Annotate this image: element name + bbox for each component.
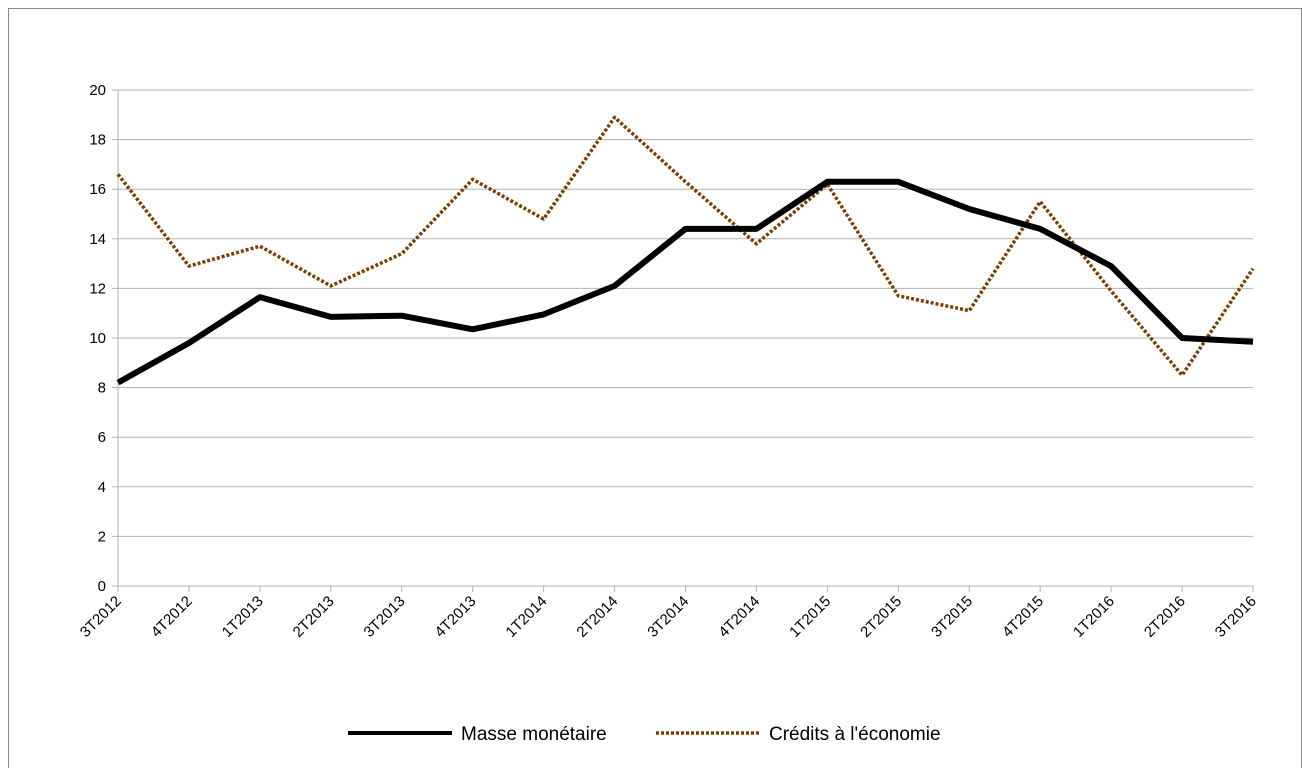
x-tick-label: 3T2016: [1212, 593, 1260, 641]
y-tick-label: 0: [98, 578, 106, 595]
legend-label-0: Masse monétaire: [461, 724, 607, 745]
x-tick-label: 2T2014: [573, 593, 621, 641]
y-tick-label: 14: [89, 231, 106, 248]
y-tick-label: 12: [89, 280, 106, 297]
y-tick-label: 4: [98, 479, 106, 496]
x-tick-label: 3T2014: [644, 593, 692, 641]
series-line-0: [116, 178, 1254, 386]
x-tick-label: 3T2012: [77, 593, 125, 641]
y-tick-label: 18: [89, 132, 106, 149]
x-tick-label: 4T2014: [715, 593, 763, 641]
x-tick-label: 4T2012: [148, 593, 196, 641]
y-tick-label: 6: [98, 429, 106, 446]
legend-label-1: Crédits à l'économie: [769, 724, 941, 745]
x-tick-label: 4T2015: [999, 593, 1047, 641]
y-tick-label: 16: [89, 181, 106, 198]
y-tick-label: 20: [89, 82, 106, 99]
series-lines: [116, 115, 1255, 386]
legend: Masse monétaire Crédits à l'économie: [348, 724, 941, 745]
y-tick-label: 8: [98, 380, 106, 397]
x-tick-label: 3T2013: [361, 593, 409, 641]
x-tick-label: 1T2014: [502, 593, 550, 641]
x-tick-label: 2T2015: [857, 593, 905, 641]
series-line-1: [116, 115, 1255, 377]
x-tick-label: 1T2016: [1070, 593, 1118, 641]
y-axis-ticks: 0 2 4 6 8 10 12 14 16 18 20: [89, 82, 106, 595]
x-tick-label: 1T2015: [786, 593, 834, 641]
y-tick-label: 2: [98, 528, 106, 545]
gridlines: [112, 89, 1253, 587]
y-tick-label: 10: [89, 330, 106, 347]
x-tick-label: 4T2013: [432, 593, 480, 641]
x-tick-label: 2T2016: [1141, 593, 1189, 641]
x-tick-label: 3T2015: [928, 593, 976, 641]
x-tick-label: 1T2013: [219, 593, 267, 641]
x-axis-ticks: 3T2012 4T2012 1T2013 2T2013 3T2013 4T2013 1T20…: [77, 586, 1260, 641]
x-tick-label: 2T2013: [290, 593, 338, 641]
